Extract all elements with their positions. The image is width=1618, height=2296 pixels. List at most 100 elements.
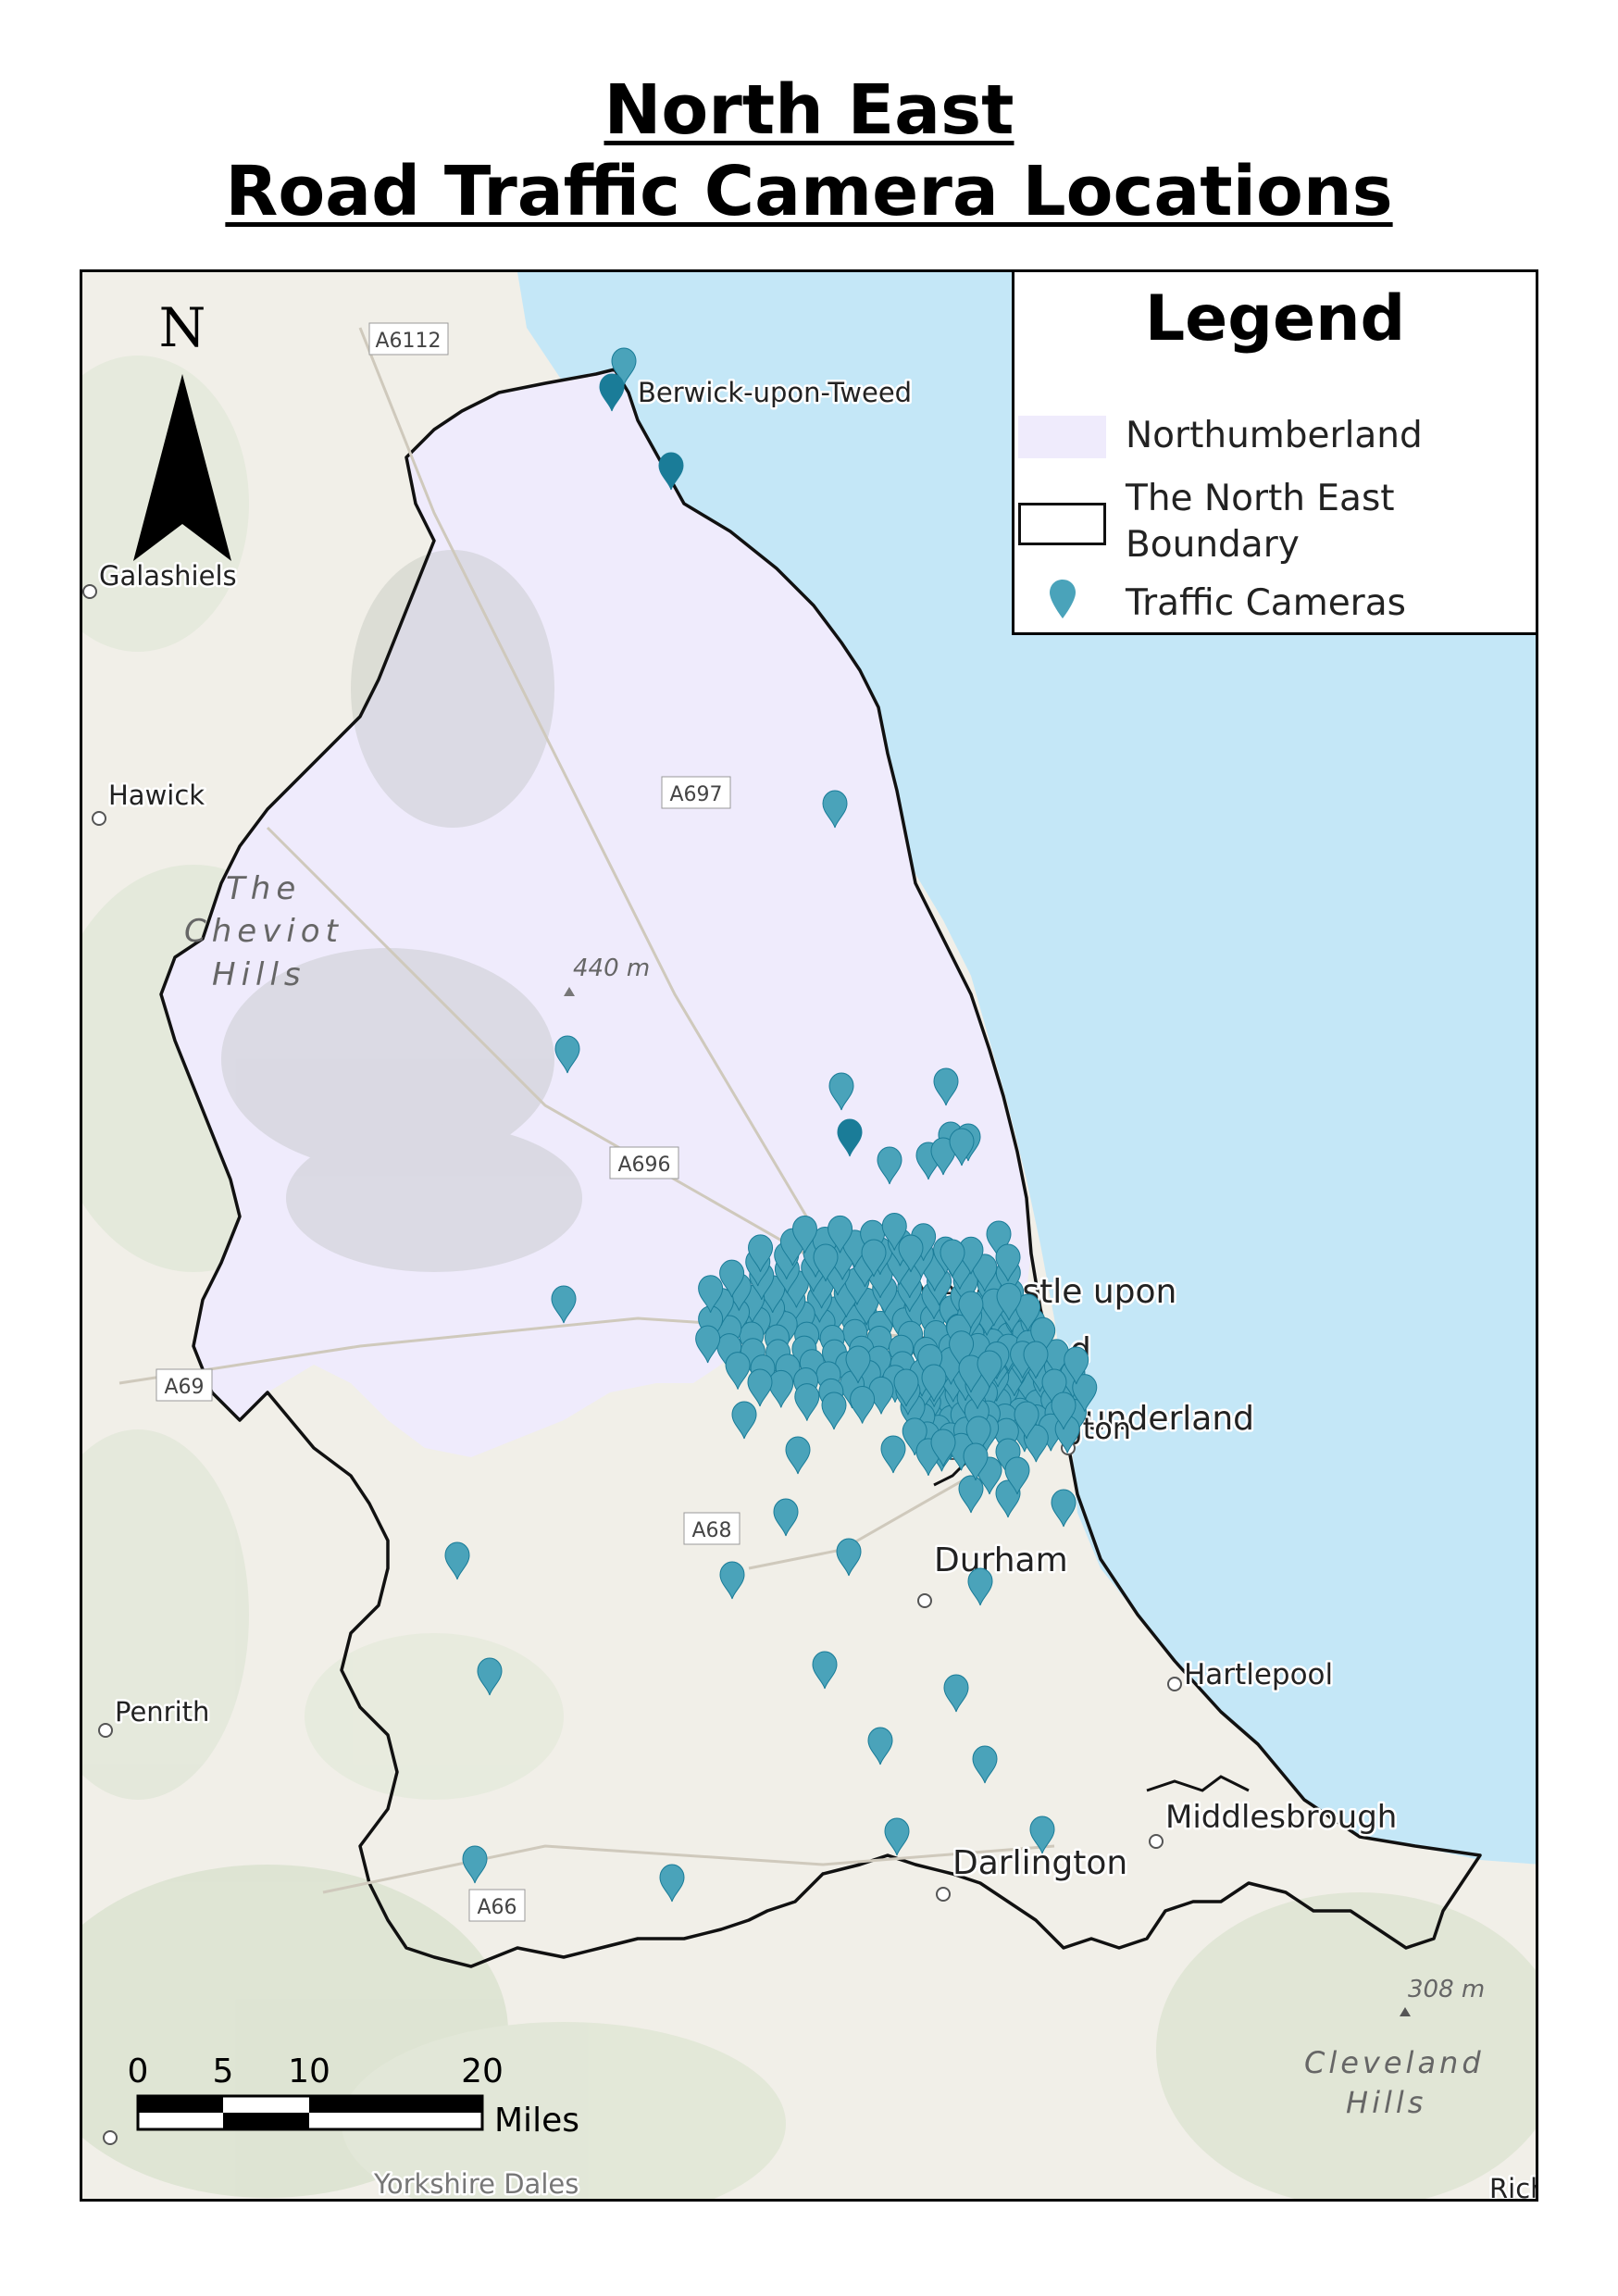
traffic-camera-marker[interactable] — [861, 1239, 887, 1278]
traffic-camera-marker[interactable] — [444, 1541, 470, 1580]
traffic-camera-marker[interactable] — [965, 1416, 991, 1454]
traffic-camera-marker[interactable] — [940, 1239, 965, 1278]
traffic-camera-marker[interactable] — [850, 1386, 876, 1424]
traffic-camera-marker[interactable] — [917, 1343, 943, 1382]
traffic-camera-marker[interactable] — [599, 373, 625, 412]
traffic-camera-marker[interactable] — [477, 1657, 503, 1696]
traffic-camera-marker[interactable] — [995, 1479, 1021, 1518]
traffic-camera-marker[interactable] — [880, 1435, 906, 1474]
traffic-camera-marker[interactable] — [822, 790, 848, 829]
traffic-camera-marker[interactable] — [1041, 1368, 1067, 1407]
traffic-camera-marker[interactable] — [972, 1254, 998, 1292]
traffic-camera-marker[interactable] — [551, 1285, 577, 1324]
traffic-camera-marker[interactable] — [884, 1817, 910, 1856]
traffic-camera-marker[interactable] — [813, 1243, 839, 1282]
traffic-camera-marker[interactable] — [1072, 1374, 1098, 1412]
svg-text:A69: A69 — [164, 1376, 204, 1399]
traffic-camera-marker[interactable] — [747, 1368, 773, 1407]
traffic-camera-marker[interactable] — [898, 1234, 924, 1273]
traffic-camera-marker[interactable] — [1051, 1489, 1077, 1528]
traffic-camera-layer[interactable] — [444, 347, 1098, 1903]
traffic-camera-marker[interactable] — [949, 1330, 975, 1368]
traffic-camera-marker[interactable] — [1030, 1316, 1056, 1355]
traffic-camera-marker[interactable] — [812, 1651, 838, 1690]
scale-tick-20: 20 — [461, 2053, 504, 2090]
traffic-camera-marker[interactable] — [958, 1291, 984, 1329]
traffic-camera-marker[interactable] — [845, 1345, 871, 1384]
traffic-camera-marker[interactable] — [972, 1745, 998, 1784]
traffic-camera-marker[interactable] — [1023, 1341, 1049, 1379]
traffic-camera-marker[interactable] — [977, 1350, 1002, 1389]
northumberland-area[interactable] — [161, 369, 1031, 1457]
terrain-label-hills: Hills — [212, 956, 306, 993]
traffic-camera-marker[interactable] — [893, 1368, 919, 1407]
traffic-camera-marker[interactable] — [828, 1072, 854, 1111]
traffic-camera-marker[interactable] — [958, 1354, 984, 1393]
traffic-camera-marker[interactable] — [1004, 1456, 1030, 1495]
traffic-camera-marker[interactable] — [794, 1383, 820, 1421]
traffic-camera-marker[interactable] — [719, 1259, 745, 1298]
north-arrow-icon — [133, 374, 231, 561]
place-label-hartlepool: Hartlepool — [1184, 1658, 1333, 1691]
scale-tick-5: 5 — [213, 2053, 234, 2090]
legend-label-boundary-line2: Boundary — [1126, 524, 1300, 566]
traffic-camera-marker[interactable] — [993, 1417, 1019, 1456]
traffic-camera-marker[interactable] — [725, 1352, 751, 1390]
traffic-camera-marker[interactable] — [986, 1220, 1012, 1259]
traffic-camera-marker[interactable] — [949, 1128, 975, 1167]
traffic-camera-marker[interactable] — [1029, 1816, 1055, 1854]
traffic-camera-marker[interactable] — [1015, 1293, 1041, 1332]
traffic-camera-marker[interactable] — [768, 1369, 794, 1408]
traffic-camera-marker[interactable] — [933, 1067, 959, 1106]
traffic-camera-marker[interactable] — [698, 1275, 724, 1313]
place-label-yorkshire-dales: Yorkshire Dales — [373, 2168, 579, 2200]
terrain-label-cleveland: Cleveland — [1304, 2045, 1485, 2080]
traffic-camera-marker[interactable] — [996, 1282, 1022, 1321]
traffic-camera-marker[interactable] — [658, 452, 684, 491]
traffic-camera-marker[interactable] — [881, 1212, 907, 1251]
north-east-boundary[interactable] — [159, 368, 1482, 1968]
terrain-label-the: The — [226, 870, 301, 907]
traffic-camera-marker[interactable] — [695, 1325, 721, 1364]
traffic-camera-marker[interactable] — [785, 1436, 811, 1475]
legend-heading: Legend — [1144, 282, 1406, 356]
traffic-camera-marker[interactable] — [963, 1442, 989, 1481]
traffic-camera-marker[interactable] — [867, 1727, 893, 1766]
svg-text:A6112: A6112 — [375, 330, 441, 353]
traffic-camera-marker[interactable] — [837, 1118, 863, 1157]
traffic-camera-marker[interactable] — [877, 1146, 902, 1185]
road-shield-a68: A68 — [683, 1512, 741, 1545]
traffic-camera-marker[interactable] — [1051, 1391, 1077, 1430]
traffic-camera-marker[interactable] — [1014, 1401, 1039, 1440]
place-label-rich: Rich — [1489, 2173, 1538, 2202]
traffic-camera-marker[interactable] — [958, 1475, 984, 1514]
place-label-penrith: Penrith — [115, 1696, 209, 1728]
traffic-camera-marker[interactable] — [462, 1845, 488, 1884]
traffic-camera-marker[interactable] — [943, 1674, 969, 1713]
traffic-camera-marker[interactable] — [773, 1498, 799, 1537]
svg-text:A696: A696 — [617, 1154, 670, 1177]
traffic-camera-marker[interactable] — [836, 1538, 862, 1577]
map-title-line1: North East — [604, 70, 1014, 150]
traffic-camera-marker[interactable] — [1064, 1346, 1089, 1385]
traffic-camera-marker[interactable] — [860, 1219, 886, 1258]
traffic-camera-marker[interactable] — [659, 1864, 685, 1903]
svg-text:A66: A66 — [477, 1896, 517, 1919]
traffic-camera-marker[interactable] — [995, 1243, 1021, 1282]
traffic-camera-marker[interactable] — [554, 1035, 580, 1074]
traffic-camera-marker[interactable] — [748, 1234, 774, 1272]
traffic-camera-marker[interactable] — [921, 1364, 947, 1403]
traffic-camera-marker[interactable] — [930, 1137, 956, 1176]
traffic-camera-marker[interactable] — [1023, 1424, 1049, 1463]
traffic-camera-marker[interactable] — [731, 1401, 757, 1440]
place-label-sunderland: Sunderland — [1064, 1400, 1254, 1438]
traffic-camera-marker[interactable] — [967, 1567, 993, 1606]
traffic-camera-marker[interactable] — [828, 1215, 853, 1254]
traffic-camera-marker[interactable] — [611, 347, 637, 386]
road-shield-a69: A69 — [156, 1368, 213, 1402]
map-canvas[interactable]: A6112 A697 A696 A69 A68 A66 The Cheviot … — [82, 272, 1538, 2202]
traffic-camera-marker[interactable] — [821, 1391, 847, 1430]
traffic-camera-marker[interactable] — [791, 1215, 817, 1254]
traffic-camera-marker[interactable] — [930, 1429, 956, 1467]
traffic-camera-marker[interactable] — [719, 1561, 745, 1600]
